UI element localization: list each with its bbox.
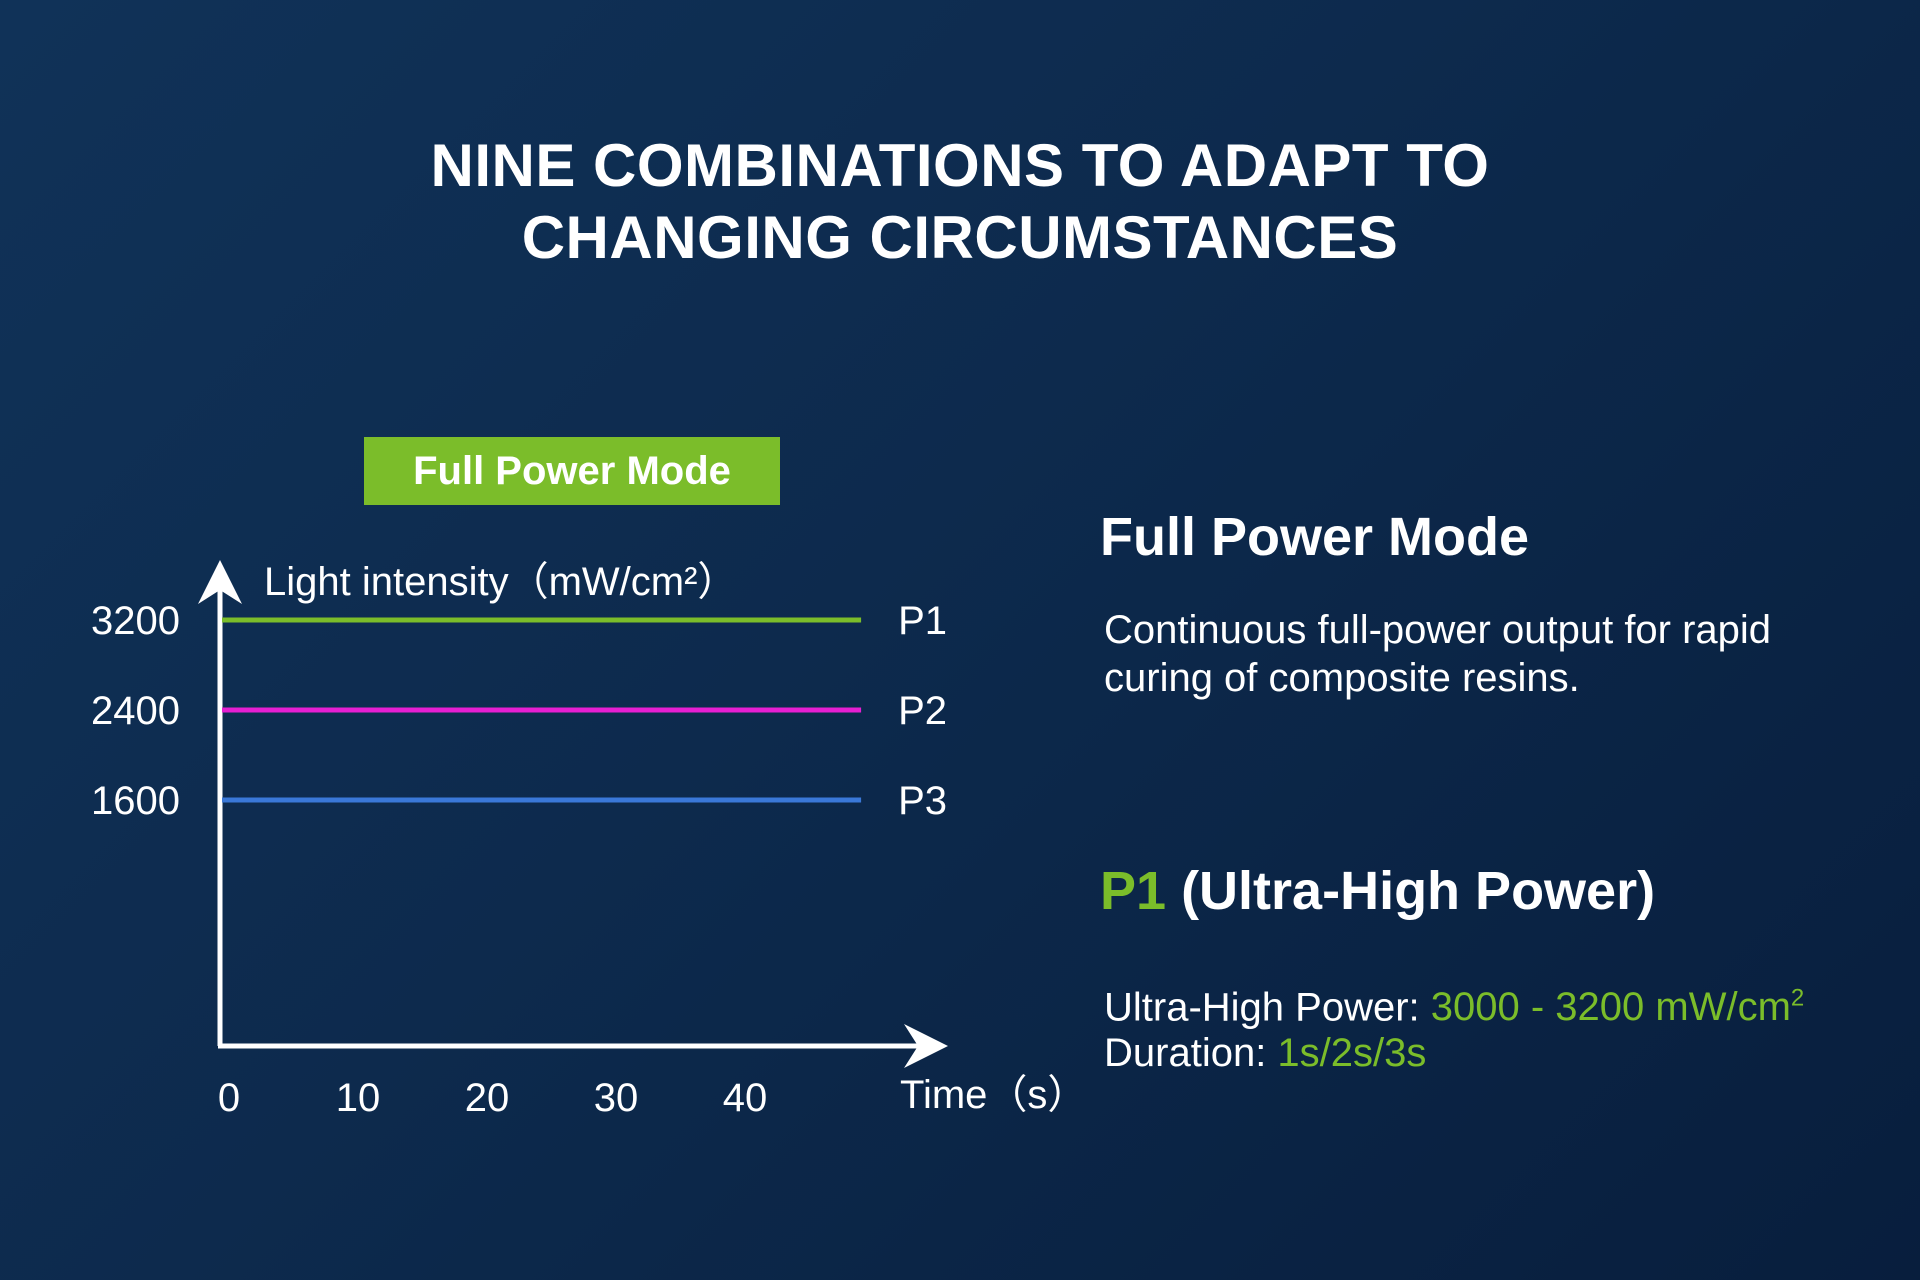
mode-badge: Full Power Mode <box>364 437 780 505</box>
preset-details: Ultra-High Power: 3000 - 3200 mW/cm2 Dur… <box>1104 976 1804 1076</box>
power-label: Ultra-High Power: <box>1104 985 1431 1030</box>
x-tick-label: 30 <box>594 1076 639 1120</box>
chart-labels: Light intensity（mW/cm²） Time（s） 1600 2400 32… <box>91 560 1087 1120</box>
page-title-line-1: NINE COMBINATIONS TO ADAPT TO <box>430 132 1490 199</box>
series-label-p2: P2 <box>898 689 947 733</box>
duration-label: Duration: <box>1104 1031 1278 1076</box>
y-axis-arrow <box>198 560 242 604</box>
y-tick-label: 1600 <box>91 779 180 823</box>
y-axis-label: Light intensity（mW/cm²） <box>264 560 737 604</box>
chart-axes <box>198 560 948 1068</box>
series-label-p3: P3 <box>898 779 947 823</box>
preset-name: P1 <box>1100 861 1167 921</box>
mode-description: Continuous full-power output for rapid c… <box>1104 608 1772 700</box>
y-tick-label: 3200 <box>91 599 180 643</box>
preset-heading: P1 (Ultra-High Power) <box>1100 856 1655 926</box>
page-title-line-2: CHANGING CIRCUMSTANCES <box>521 204 1399 271</box>
y-tick-label: 2400 <box>91 689 180 733</box>
x-axis-arrow <box>904 1024 948 1068</box>
chart-series <box>222 617 862 803</box>
duration-value: 1s/2s/3s <box>1277 1031 1427 1076</box>
power-unit-superscript: 2 <box>1790 985 1805 1012</box>
power-value: 3000 - 3200 mW/cm2 <box>1431 985 1805 1029</box>
power-value-text: 3000 - 3200 mW/cm <box>1430 985 1791 1030</box>
x-tick-label: 20 <box>465 1076 510 1120</box>
x-tick-label: 10 <box>336 1076 381 1120</box>
x-axis-label: Time（s） <box>900 1073 1087 1117</box>
power-row: Ultra-High Power: 3000 - 3200 mW/cm2 <box>1104 976 1804 1030</box>
duration-row: Duration: 1s/2s/3s <box>1104 1030 1804 1076</box>
x-tick-label: 40 <box>723 1076 768 1120</box>
x-tick-label: 0 <box>218 1076 240 1120</box>
page-title: NINE COMBINATIONS TO ADAPT TO CHANGING C… <box>0 130 1920 274</box>
preset-label: (Ultra-High Power) <box>1181 861 1656 921</box>
mode-heading: Full Power Mode <box>1100 507 1530 567</box>
series-label-p1: P1 <box>898 599 947 643</box>
